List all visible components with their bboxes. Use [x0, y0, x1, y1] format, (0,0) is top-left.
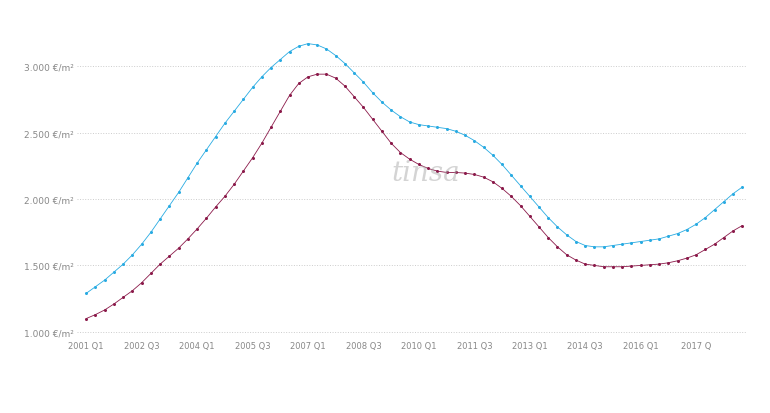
Cataluña: [738, 223, 747, 228]
Line: Comunidad de Madrid: Comunidad de Madrid: [85, 43, 744, 295]
Line: Cataluña: Cataluña: [85, 74, 744, 320]
Cataluña: [303, 75, 313, 80]
Comunidad de Madrid: [460, 133, 470, 138]
Cataluña: [534, 225, 544, 230]
Cataluña: [507, 195, 516, 199]
Cataluña: [174, 246, 183, 251]
Comunidad de Madrid: [303, 42, 313, 47]
Comunidad de Madrid: [174, 190, 183, 195]
Legend: Comunidad de Madrid, Cataluña: Comunidad de Madrid, Cataluña: [102, 411, 317, 413]
Cataluña: [313, 73, 322, 78]
Cataluña: [82, 316, 91, 321]
Comunidad de Madrid: [82, 291, 91, 296]
Text: tinsa: tinsa: [391, 160, 460, 187]
Comunidad de Madrid: [507, 173, 516, 178]
Cataluña: [239, 169, 248, 174]
Comunidad de Madrid: [313, 43, 322, 48]
Cataluña: [460, 171, 470, 176]
Comunidad de Madrid: [738, 185, 747, 190]
Comunidad de Madrid: [239, 98, 248, 103]
Comunidad de Madrid: [534, 205, 544, 210]
